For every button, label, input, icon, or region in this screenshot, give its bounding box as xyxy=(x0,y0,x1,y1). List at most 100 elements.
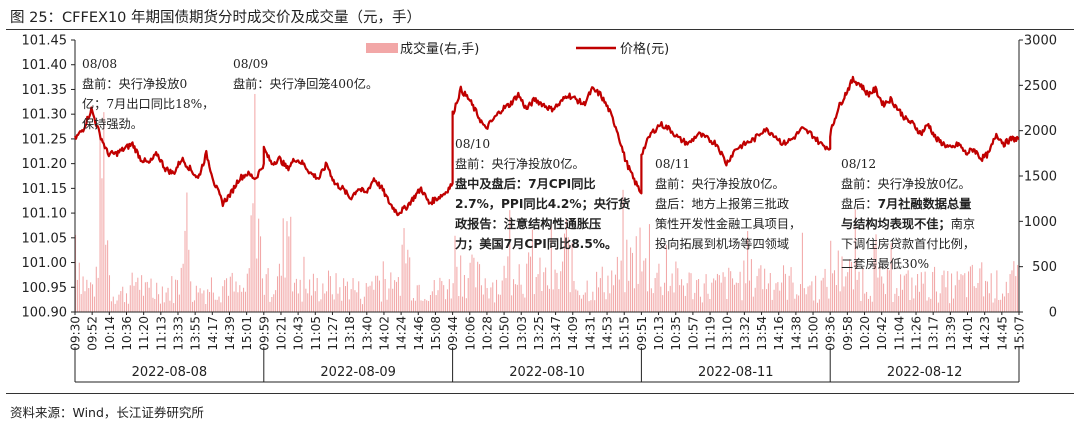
volume-bar xyxy=(513,279,515,312)
volume-bar xyxy=(471,254,473,312)
title-divider xyxy=(6,29,1074,30)
volume-bar xyxy=(781,282,783,312)
volume-bar xyxy=(1017,264,1019,312)
volume-bar xyxy=(305,288,307,312)
volume-bar xyxy=(616,256,618,312)
volume-bar xyxy=(216,299,218,312)
volume-bar xyxy=(148,287,150,312)
volume-bar xyxy=(175,279,177,312)
volume-bar xyxy=(952,298,954,312)
volume-bar xyxy=(503,265,505,312)
x-tick-label: 13:32 xyxy=(738,316,752,351)
volume-bar xyxy=(1002,293,1004,312)
volume-bar xyxy=(465,298,467,312)
volume-bar xyxy=(112,296,114,312)
annotation-text: 08/12 xyxy=(841,157,877,171)
volume-bar xyxy=(677,268,679,312)
volume-bar xyxy=(786,299,788,312)
volume-bar xyxy=(348,299,350,312)
volume-bar xyxy=(783,265,785,312)
volume-bar xyxy=(548,288,550,312)
left-tick-label: 100.90 xyxy=(22,306,68,321)
left-tick-label: 101.25 xyxy=(22,132,68,147)
left-tick-label: 101.10 xyxy=(22,207,68,222)
volume-bar xyxy=(361,304,364,312)
x-tick-label: 14:38 xyxy=(789,316,803,351)
volume-bar xyxy=(335,273,337,312)
volume-bar xyxy=(190,281,192,312)
volume-bar xyxy=(873,246,875,312)
volume-bar xyxy=(324,293,326,312)
volume-bar xyxy=(903,275,905,312)
volume-bar xyxy=(346,281,348,312)
volume-bar xyxy=(331,294,333,312)
x-tick-label: 13:40 xyxy=(360,316,374,351)
volume-bar xyxy=(450,298,452,312)
volume-bar xyxy=(711,282,713,312)
volume-bar xyxy=(1009,274,1011,312)
volume-bar xyxy=(839,291,841,312)
volume-bar xyxy=(290,216,292,312)
annotation-text: 投向拓展到机场等四领域 xyxy=(655,237,790,251)
x-tick-label: 10:35 xyxy=(669,316,683,351)
volume-bar xyxy=(499,294,501,312)
annotation-text: 亿；7月出口同比18%， xyxy=(82,97,215,111)
volume-bar xyxy=(747,231,749,312)
volume-bar xyxy=(326,291,328,312)
volume-bar xyxy=(794,298,796,312)
annotation-line: 策性开发性金融工具项目， xyxy=(655,214,801,234)
volume-bar xyxy=(178,294,180,312)
volume-bar xyxy=(956,271,958,312)
volume-bar xyxy=(715,280,717,312)
volume-bar xyxy=(901,289,903,312)
volume-bar xyxy=(571,243,573,312)
x-tick-label: 14:01 xyxy=(961,316,975,351)
volume-bars xyxy=(75,93,1019,313)
volume-bar xyxy=(412,298,414,312)
volume-bar xyxy=(662,295,664,312)
volume-bar xyxy=(473,257,475,312)
price-volume-chart: 101.45 101.40 101.35 101.30 101.25 101.20 101.… xyxy=(22,34,1057,383)
volume-bar xyxy=(467,278,469,312)
volume-bar xyxy=(894,293,896,312)
volume-bar xyxy=(501,280,503,312)
volume-bar xyxy=(195,285,197,312)
volume-bar xyxy=(883,283,885,312)
x-tick-label: 14:23 xyxy=(978,316,992,351)
x-tick-label: 09:51 xyxy=(635,316,649,351)
volume-bar xyxy=(652,293,654,312)
volume-bar xyxy=(594,300,596,312)
volume-bar xyxy=(741,300,743,312)
volume-bar xyxy=(552,289,554,312)
volume-bar xyxy=(282,218,284,312)
volume-bar xyxy=(716,273,718,312)
volume-bar xyxy=(565,218,567,312)
volume-bar xyxy=(705,274,707,312)
volume-bar xyxy=(446,289,448,312)
volume-bar xyxy=(261,278,263,312)
x-tick-label: 14:24 xyxy=(395,316,409,351)
volume-bar xyxy=(441,281,443,312)
volume-bar xyxy=(994,298,996,312)
volume-bar xyxy=(798,295,800,312)
volume-bar xyxy=(401,244,403,312)
volume-bar xyxy=(867,298,869,312)
volume-bar xyxy=(826,286,828,312)
volume-bar xyxy=(951,273,953,312)
x-tick-label: 09:52 xyxy=(86,316,100,351)
volume-bar xyxy=(456,266,458,312)
volume-bar xyxy=(386,299,388,312)
price-line-layer xyxy=(73,75,1020,217)
right-tick-label: 1500 xyxy=(1024,170,1057,185)
volume-bar xyxy=(745,283,747,312)
annotation-line: 盘后：地方上报第三批政 xyxy=(655,194,801,214)
volume-bar xyxy=(188,249,190,312)
volume-bar xyxy=(152,297,154,312)
volume-bar xyxy=(271,297,273,312)
volume-bar xyxy=(480,285,482,312)
volume-bar xyxy=(835,285,837,312)
volume-bar xyxy=(86,279,88,312)
volume-bar xyxy=(292,291,294,312)
volume-bar xyxy=(784,273,786,312)
annotation-line: 08/11 xyxy=(655,154,801,174)
